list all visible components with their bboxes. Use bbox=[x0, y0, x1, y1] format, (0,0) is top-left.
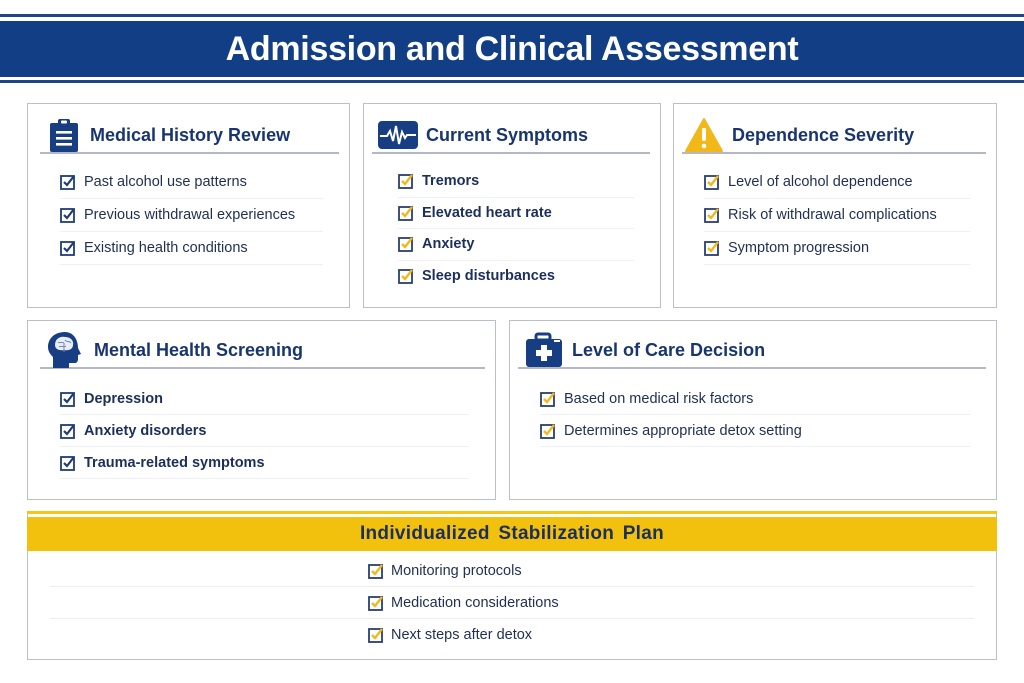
checkbox-checked-icon bbox=[398, 174, 413, 190]
checkbox-checked-icon bbox=[368, 595, 383, 611]
brain-head-icon bbox=[44, 332, 88, 368]
title-top-rule bbox=[0, 14, 1024, 17]
checkbox-checked-icon bbox=[60, 391, 75, 407]
list-item: Trauma-related symptoms bbox=[60, 447, 469, 479]
list-item: Monitoring protocols bbox=[50, 555, 974, 587]
checkbox-checked-icon bbox=[60, 208, 75, 223]
title-banner: Admission and Clinical Assessment bbox=[0, 21, 1024, 77]
medical-kit-icon bbox=[522, 332, 566, 367]
card-header: Dependence Severity bbox=[682, 118, 986, 154]
checkbox-checked-icon bbox=[60, 455, 75, 471]
list-item: Medication considerations bbox=[50, 587, 974, 619]
list-item: Past alcohol use patterns bbox=[60, 166, 323, 199]
list-item: Depression bbox=[60, 383, 469, 415]
checkbox-checked-icon bbox=[60, 423, 75, 439]
checklist: Depression Anxiety disorders Trauma-rela… bbox=[60, 383, 469, 479]
list-item: Risk of withdrawal complications bbox=[704, 199, 970, 232]
title-bottom-rule bbox=[0, 80, 1024, 83]
checkbox-checked-icon bbox=[704, 175, 719, 190]
heartbeat-icon bbox=[376, 118, 420, 152]
checkbox-checked-icon bbox=[704, 208, 719, 223]
list-item: Anxiety disorders bbox=[60, 415, 469, 447]
plan-title: Individualized Stabilization Plan bbox=[359, 523, 665, 544]
card-title: Dependence Severity bbox=[732, 124, 915, 145]
card-current-symptoms: Current Symptoms Tremors Elevated heart … bbox=[363, 103, 661, 308]
checkbox-checked-icon bbox=[398, 205, 413, 221]
checkbox-checked-icon bbox=[398, 237, 413, 253]
list-item: Next steps after detox bbox=[50, 619, 974, 651]
card-header: Mental Health Screening bbox=[40, 332, 485, 369]
list-item: Determines appropriate detox setting bbox=[540, 415, 970, 447]
list-item: Previous withdrawal experiences bbox=[60, 199, 323, 232]
plan-top-rule bbox=[27, 511, 997, 514]
card-dependence-severity: Dependence Severity Level of alcohol dep… bbox=[673, 103, 997, 308]
plan-checklist: Monitoring protocols Medication consider… bbox=[28, 555, 996, 651]
checklist: Level of alcohol dependence Risk of with… bbox=[704, 166, 970, 265]
list-item: Elevated heart rate bbox=[398, 198, 634, 229]
card-title: Medical History Review bbox=[90, 124, 291, 145]
list-item: Sleep disturbances bbox=[398, 261, 634, 293]
card-title: Level of Care Decision bbox=[572, 339, 766, 360]
checkbox-checked-icon bbox=[704, 241, 719, 256]
checkbox-checked-icon bbox=[540, 391, 555, 407]
card-medical-history: Medical History Review Past alcohol use … bbox=[27, 103, 350, 308]
card-header: Level of Care Decision bbox=[518, 332, 986, 369]
warning-icon bbox=[682, 118, 726, 152]
card-title: Mental Health Screening bbox=[94, 339, 304, 360]
checklist: Based on medical risk factors Determines… bbox=[540, 383, 970, 447]
list-item: Anxiety bbox=[398, 229, 634, 261]
card-header: Current Symptoms bbox=[372, 118, 650, 154]
list-item: Existing health conditions bbox=[60, 232, 323, 265]
card-level-of-care: Level of Care Decision Based on medical … bbox=[509, 320, 997, 500]
checkbox-checked-icon bbox=[368, 628, 383, 643]
clipboard-icon bbox=[44, 118, 84, 152]
checklist: Past alcohol use patterns Previous withd… bbox=[60, 166, 323, 265]
list-item: Tremors bbox=[398, 166, 634, 198]
checkbox-checked-icon bbox=[398, 269, 413, 285]
card-header: Medical History Review bbox=[40, 118, 339, 154]
checkbox-checked-icon bbox=[540, 423, 555, 439]
checkbox-checked-icon bbox=[60, 175, 75, 190]
list-item: Symptom progression bbox=[704, 232, 970, 265]
checklist: Tremors Elevated heart rate Anxiety Slee… bbox=[398, 166, 634, 292]
checkbox-checked-icon bbox=[368, 563, 383, 579]
card-mental-health: Mental Health Screening Depression Anxie… bbox=[27, 320, 496, 500]
checkbox-checked-icon bbox=[60, 241, 75, 256]
page-title: Admission and Clinical Assessment bbox=[225, 29, 799, 68]
list-item: Level of alcohol dependence bbox=[704, 166, 970, 199]
list-item: Based on medical risk factors bbox=[540, 383, 970, 415]
plan-banner: Individualized Stabilization Plan bbox=[27, 517, 997, 551]
card-title: Current Symptoms bbox=[426, 124, 589, 145]
